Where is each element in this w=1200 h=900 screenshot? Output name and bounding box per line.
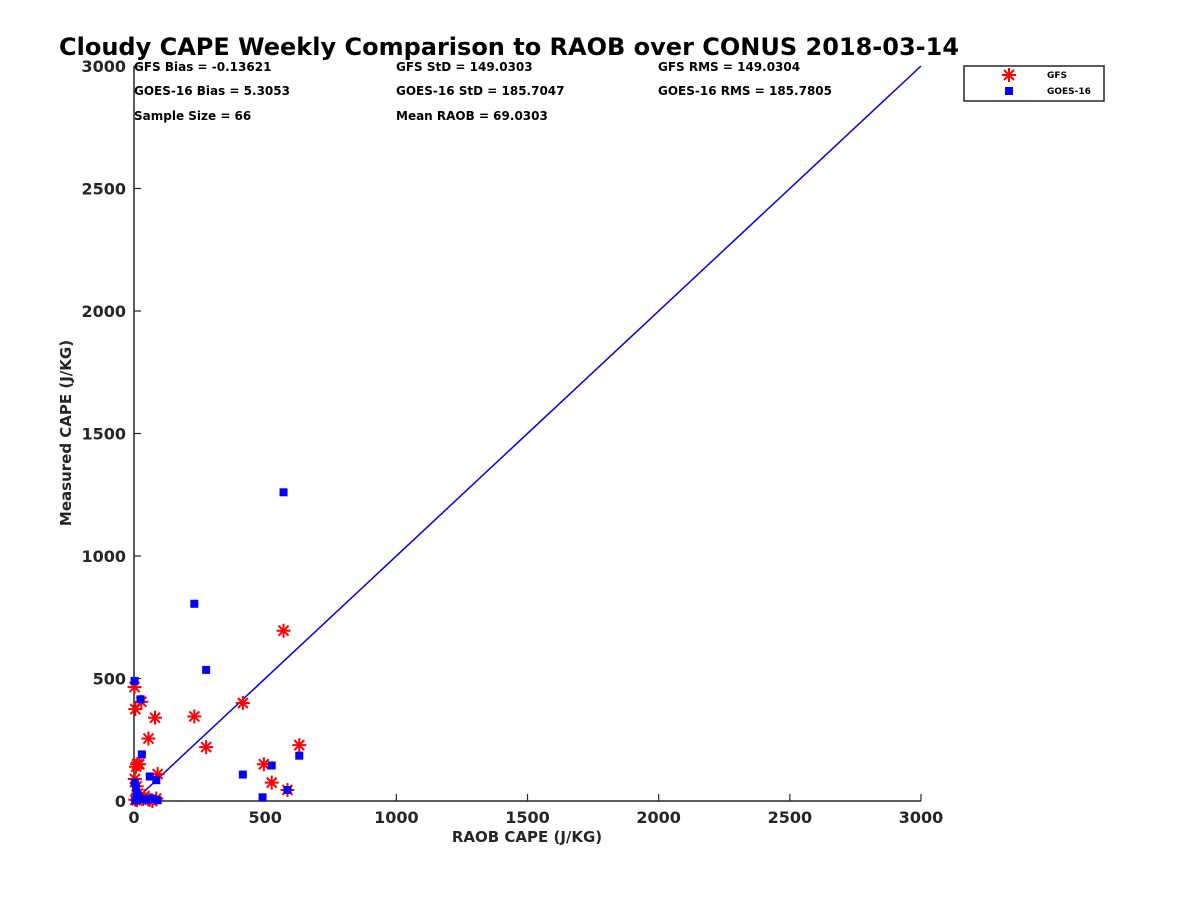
- goes16-point: [137, 750, 146, 759]
- goes16-point: [145, 772, 154, 781]
- gfs-point: [147, 710, 162, 725]
- gfs-point: [187, 709, 202, 724]
- stat-sample-size: Sample Size = 66: [134, 109, 251, 123]
- goes16-point: [238, 770, 247, 779]
- goes16-point: [153, 796, 162, 805]
- goes16-point: [130, 778, 139, 787]
- x-tick-label: 3000: [899, 808, 944, 827]
- statistics-block: GFS Bias = -0.13621 GFS StD = 149.0303 G…: [134, 60, 832, 123]
- goes16-point: [132, 783, 141, 792]
- x-tick-label: 1000: [374, 808, 419, 827]
- data-points: [127, 488, 307, 808]
- y-tick-label: 2500: [81, 180, 126, 199]
- series-goes-16: [130, 488, 304, 805]
- stat-gfs-std: GFS StD = 149.0303: [396, 60, 533, 74]
- x-tick-label: 1500: [505, 808, 550, 827]
- legend-gfs-label: GFS: [1047, 71, 1067, 81]
- stat-gfs-rms: GFS RMS = 149.0304: [658, 60, 800, 74]
- x-ticks: 0 500 1000 1500 2000 2500 3000: [128, 794, 943, 827]
- gfs-point: [141, 731, 156, 746]
- one-to-one-line: [133, 65, 922, 802]
- goes16-point: [283, 785, 292, 794]
- y-tick-label: 3000: [81, 57, 126, 76]
- goes16-point: [190, 599, 199, 608]
- y-tick-label: 0: [115, 792, 126, 811]
- goes16-point: [148, 794, 157, 803]
- y-tick-label: 500: [93, 670, 126, 689]
- goes16-point: [258, 793, 267, 802]
- goes16-point: [267, 761, 276, 770]
- legend-goes-marker: [1005, 87, 1013, 95]
- legend-goes-label: GOES-16: [1047, 87, 1091, 97]
- goes16-point: [143, 795, 152, 804]
- goes16-point: [152, 776, 161, 785]
- gfs-point: [292, 738, 307, 753]
- x-axis-label: RAOB CAPE (J/KG): [452, 828, 602, 846]
- goes16-point: [136, 695, 145, 704]
- y-tick-label: 2000: [81, 302, 126, 321]
- legend: GFS GOES-16: [963, 65, 1105, 102]
- goes16-point: [279, 488, 288, 497]
- legend-gfs-marker: [1002, 68, 1016, 82]
- stat-gfs-bias: GFS Bias = -0.13621: [134, 60, 271, 74]
- x-tick-label: 0: [128, 808, 139, 827]
- goes16-point: [202, 665, 211, 674]
- y-ticks: 0 500 1000 1500 2000 2500 3000: [81, 57, 141, 811]
- reference-line: [133, 65, 922, 802]
- x-tick-label: 2000: [636, 808, 681, 827]
- gfs-point: [132, 757, 147, 772]
- stat-goes-bias: GOES-16 Bias = 5.3053: [134, 84, 290, 98]
- y-tick-label: 1000: [81, 547, 126, 566]
- x-tick-label: 2500: [768, 808, 813, 827]
- goes16-point: [130, 676, 139, 685]
- gfs-point: [264, 775, 279, 790]
- stat-mean-raob: Mean RAOB = 69.0303: [396, 109, 548, 123]
- y-axis-label: Measured CAPE (J/KG): [57, 340, 75, 526]
- y-tick-label: 1500: [81, 425, 126, 444]
- chart-title: Cloudy CAPE Weekly Comparison to RAOB ov…: [59, 33, 959, 61]
- gfs-point: [199, 740, 214, 755]
- stat-goes-rms: GOES-16 RMS = 185.7805: [658, 84, 832, 98]
- legend-box: [963, 65, 1105, 102]
- x-tick-label: 500: [248, 808, 281, 827]
- stat-goes-std: GOES-16 StD = 185.7047: [396, 84, 565, 98]
- gfs-point: [276, 623, 291, 638]
- goes16-point: [295, 751, 304, 760]
- goes16-point: [133, 795, 142, 804]
- gfs-point: [235, 696, 250, 710]
